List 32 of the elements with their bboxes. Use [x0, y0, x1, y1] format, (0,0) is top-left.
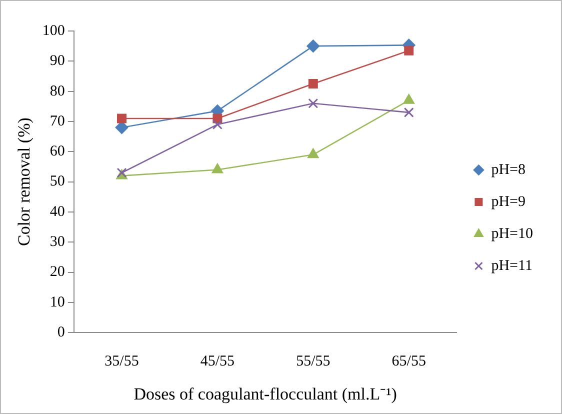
y-tick-label: 90 [50, 53, 65, 70]
y-tick-label: 30 [50, 234, 65, 250]
legend-label: pH=10 [491, 226, 534, 242]
point [212, 163, 224, 174]
y-tick-label: 50 [50, 174, 65, 190]
legend-label: pH=8 [491, 162, 526, 178]
y-tick-label: 70 [50, 113, 65, 130]
y-tick-label: 10 [50, 294, 65, 310]
point [404, 107, 414, 118]
y-tick-label: 80 [50, 83, 65, 100]
y-tick-label: 60 [50, 144, 65, 160]
point [403, 94, 415, 104]
y-tick-label: 40 [50, 204, 65, 220]
point [115, 121, 128, 134]
legend-label: pH=11 [491, 258, 532, 274]
y-tick-label: 20 [50, 264, 65, 280]
point [306, 40, 320, 53]
y-tick-label: 100 [42, 22, 65, 39]
point [212, 120, 222, 130]
y-axis-title: Color removal (%) [14, 118, 34, 246]
x-tick-label: 65/55 [392, 354, 426, 370]
legend-label: pH=9 [491, 194, 526, 210]
x-tick-label: 45/55 [200, 354, 235, 370]
point [117, 114, 126, 124]
point [307, 148, 319, 158]
point [308, 79, 318, 89]
x-tick-label: 35/55 [104, 354, 139, 370]
y-tick-label: 0 [57, 324, 65, 341]
x-axis-title: Doses of coagulant-flocculant (ml.L⁻¹) [134, 384, 397, 404]
point [308, 98, 318, 108]
x-tick-label: 55/55 [296, 354, 330, 370]
point [404, 46, 414, 56]
